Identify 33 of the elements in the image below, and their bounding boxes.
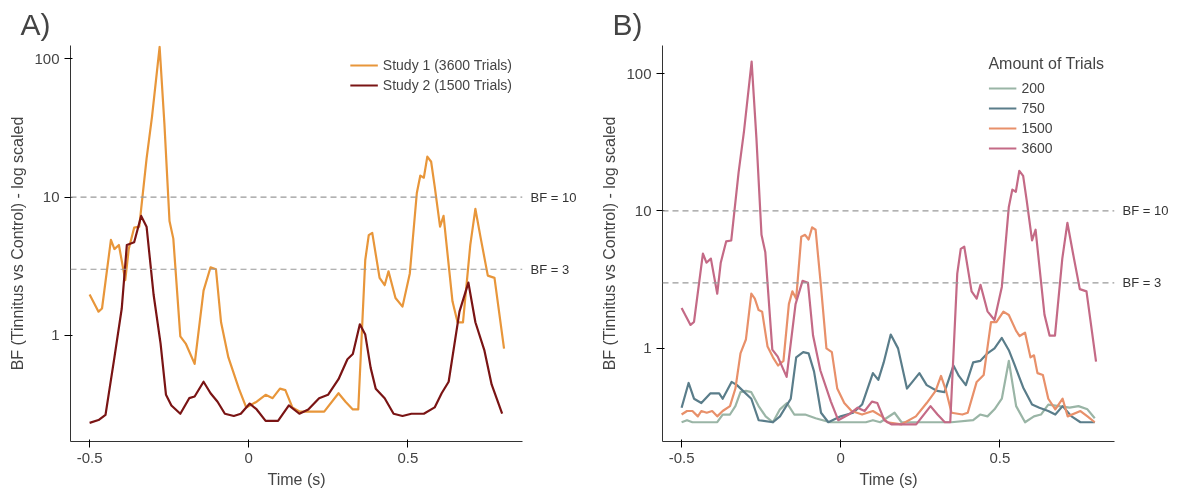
ref-line-label: BF = 3 <box>1122 275 1162 291</box>
legend-label: Study 1 (3600 Trials) <box>382 57 512 73</box>
ref-line-label: BF = 10 <box>1122 203 1169 219</box>
y-tick-label: 100 <box>34 49 60 67</box>
legend-label: 1500 <box>1021 120 1053 136</box>
legend-label: Study 2 (1500 Trials) <box>382 77 512 93</box>
chart-title: A) <box>20 7 51 41</box>
x-tick-label: 0.5 <box>989 448 1011 466</box>
legend-label: 750 <box>1021 100 1045 116</box>
x-tick-label: -0.5 <box>76 448 103 466</box>
y-axis-title: BF (Tinnitus vs Control) - log scaled <box>601 116 619 371</box>
x-tick-label: -0.5 <box>668 448 695 466</box>
y-tick-label: 10 <box>634 201 652 219</box>
line-series <box>680 359 1096 424</box>
y-tick-label: 1 <box>643 339 652 357</box>
line-series <box>680 333 1096 424</box>
x-tick-label: 0 <box>244 448 253 466</box>
y-tick-label: 1 <box>51 326 60 344</box>
chart-title: B) <box>612 7 643 41</box>
x-axis-title: Time (s) <box>859 470 918 488</box>
legend-label: 200 <box>1021 80 1045 96</box>
line-series <box>88 214 504 424</box>
x-axis-title: Time (s) <box>267 470 326 488</box>
y-axis-title: BF (Tinnitus vs Control) - log scaled <box>9 116 27 371</box>
x-tick-label: 0 <box>836 448 845 466</box>
ref-line-label: BF = 10 <box>530 189 577 205</box>
ref-line-label: BF = 3 <box>530 261 570 277</box>
legend-title: Amount of Trials <box>988 55 1104 73</box>
y-tick-label: 10 <box>42 188 60 206</box>
legend-label: 3600 <box>1021 140 1053 156</box>
line-series <box>680 226 1096 426</box>
x-tick-label: 0.5 <box>397 448 419 466</box>
y-tick-label: 100 <box>626 64 652 82</box>
